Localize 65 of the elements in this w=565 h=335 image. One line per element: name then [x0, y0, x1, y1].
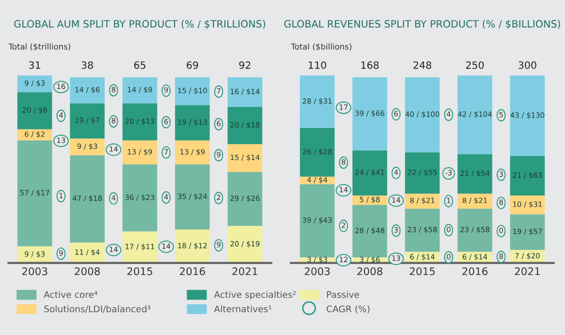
bar — [228, 226, 262, 263]
text: 110 — [308, 61, 326, 69]
x-tick-label: 2016 — [180, 267, 205, 276]
bar — [405, 152, 440, 194]
x-tick-label: 2021 — [514, 267, 540, 276]
legend-label: Solutions/LDI/balanced³ — [44, 305, 150, 313]
chart-title: GLOBAL AUM SPLIT BY PRODUCT (% / $TRILLIONS) — [14, 20, 266, 29]
text: 65 — [134, 61, 146, 69]
text: Total ($trillions) — [8, 43, 70, 51]
bar — [300, 75, 335, 128]
x-tick-label: 2008 — [357, 267, 382, 276]
legend-label: Active core⁴ — [44, 290, 98, 298]
bar — [510, 214, 545, 250]
x-tick-label: 2003 — [22, 267, 48, 276]
bar — [458, 154, 492, 194]
bar — [175, 164, 210, 230]
text: 300 — [518, 61, 536, 69]
text: 248 — [414, 61, 432, 69]
x-tick-label: 2021 — [232, 267, 258, 276]
x-tick-label: 2008 — [74, 267, 100, 276]
bar — [228, 144, 262, 172]
legend-label: Active specialties² — [214, 290, 296, 300]
bar — [70, 77, 105, 104]
bar — [228, 106, 262, 144]
text: 69 — [186, 61, 198, 69]
bar — [17, 140, 52, 246]
bar — [122, 164, 158, 232]
bar — [175, 105, 210, 140]
bar — [70, 155, 105, 243]
x-tick-label: 2015 — [410, 267, 435, 276]
bar — [175, 140, 210, 165]
x-tick-label: 2015 — [127, 267, 152, 276]
bar — [405, 77, 440, 152]
bar — [510, 75, 545, 156]
text: Passive — [327, 290, 360, 298]
bar — [352, 77, 388, 150]
bar — [458, 75, 492, 154]
bar — [122, 231, 158, 263]
x-tick-label: 2016 — [462, 267, 488, 276]
text: 168 — [361, 61, 379, 69]
bar — [175, 77, 210, 106]
bar — [175, 230, 210, 263]
text: 92 — [239, 61, 250, 69]
bar — [228, 172, 262, 226]
bar — [405, 208, 440, 252]
x-tick-label: 2003 — [304, 267, 330, 276]
bar — [352, 204, 388, 258]
text: 31 — [29, 61, 40, 69]
bar — [300, 128, 335, 177]
bar — [510, 156, 545, 196]
text: Total ($billions) — [290, 43, 352, 51]
bar — [70, 103, 105, 139]
text: 38 — [82, 61, 93, 69]
bar — [510, 195, 545, 214]
text: CAGR (%) — [326, 305, 370, 314]
bar — [300, 184, 335, 258]
bar — [458, 208, 492, 252]
bar — [228, 77, 262, 107]
text: 250 — [466, 61, 484, 69]
bar — [122, 103, 158, 140]
legend-label: Alternatives¹ — [214, 305, 272, 312]
bar — [122, 77, 158, 104]
bar — [17, 92, 52, 130]
chart-title: GLOBAL REVENUES SPLIT BY PRODUCT (% / $BILLIONS) — [284, 20, 560, 29]
bar — [458, 194, 492, 209]
